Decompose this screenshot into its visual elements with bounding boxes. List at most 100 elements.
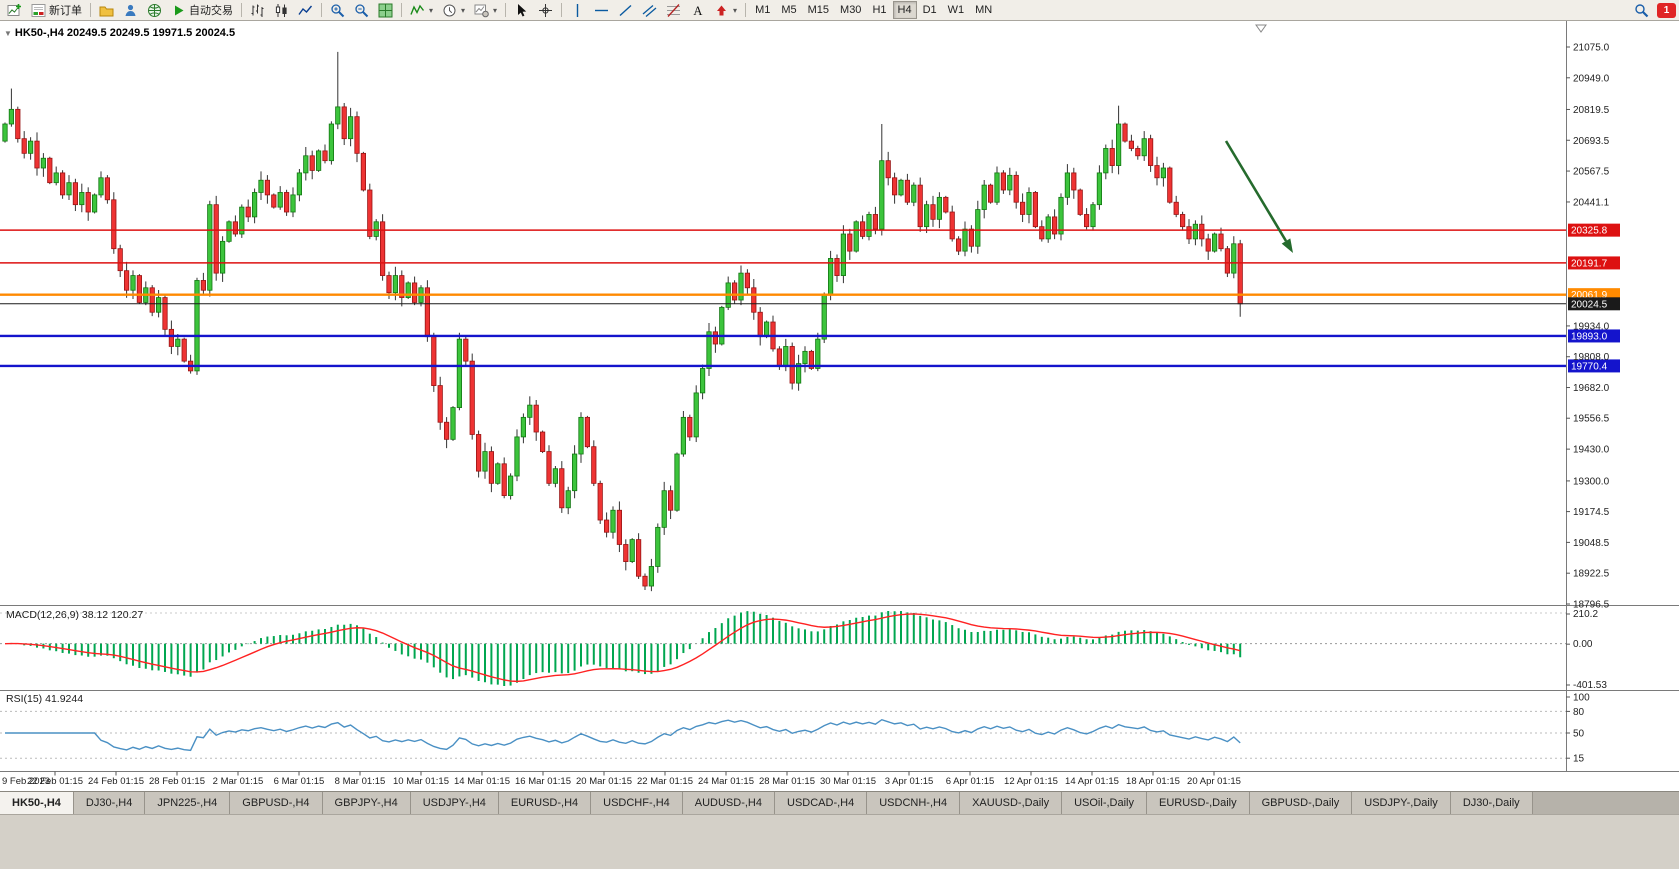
candle-body: [219, 240, 226, 274]
chart-tab-hk50h4[interactable]: HK50-,H4: [0, 792, 74, 814]
search-button[interactable]: [1630, 1, 1653, 19]
chart-tab-audusdh4[interactable]: AUDUSD-,H4: [682, 792, 775, 814]
candle-body: [732, 282, 738, 301]
trendline-button[interactable]: [614, 1, 637, 19]
text-tool-button[interactable]: A: [686, 1, 709, 19]
timeframe-m5-button[interactable]: M5: [776, 1, 801, 19]
chart-tab-eurusdh4[interactable]: EURUSD-,H4: [498, 792, 592, 814]
chart-tab-usdcadh4[interactable]: USDCAD-,H4: [775, 792, 868, 814]
candle-body: [232, 221, 238, 235]
candle-body: [1064, 172, 1070, 198]
timeframe-m30-button[interactable]: M30: [835, 1, 866, 19]
price-line-label: 20024.5: [1571, 299, 1608, 310]
zoom-in-button[interactable]: [326, 1, 349, 19]
candle-body: [706, 331, 712, 369]
candle-body: [213, 204, 219, 274]
line-chart-button[interactable]: [294, 1, 317, 19]
horizontal-line-button[interactable]: [590, 1, 613, 19]
zoom-out-button[interactable]: [350, 1, 373, 19]
toolbar-separator: [241, 3, 242, 17]
macd-axis-label: -401.53: [1573, 680, 1607, 691]
candle-body: [162, 297, 168, 330]
timeframe-d1-button[interactable]: D1: [918, 1, 942, 19]
candle-body: [66, 182, 72, 196]
candle-body: [40, 157, 47, 169]
candle-body: [104, 177, 110, 201]
candle-body: [949, 211, 955, 240]
bottom-filler: [0, 814, 1679, 869]
new-order-button[interactable]: 新订单: [27, 1, 86, 19]
timeframe-mn-button[interactable]: MN: [970, 1, 997, 19]
candle-body: [527, 404, 533, 418]
candle-body: [1167, 167, 1173, 203]
chart-tab-jpn225h4[interactable]: JPN225-,H4: [145, 792, 231, 814]
main-toolbar: 新订单 自动交易: [0, 0, 1679, 21]
candle-body: [85, 192, 91, 213]
chart-tab-usoildaily[interactable]: USOil-,Daily: [1062, 792, 1147, 814]
candle-body: [885, 160, 891, 179]
chart-tab-usdjpydaily[interactable]: USDJPY-,Daily: [1352, 792, 1451, 814]
autotrading-button[interactable]: 自动交易: [167, 1, 237, 19]
market-watch-icon: [123, 3, 138, 18]
notification-badge[interactable]: 1: [1657, 2, 1676, 18]
chart-tab-gbpusdh4[interactable]: GBPUSD-,H4: [230, 792, 323, 814]
chart-tab-eurusddaily[interactable]: EURUSD-,Daily: [1147, 792, 1250, 814]
bars-icon: [250, 3, 265, 18]
bars-chart-button[interactable]: [246, 1, 269, 19]
candle-body: [994, 172, 1000, 203]
toolbar-separator: [90, 3, 91, 17]
price-axis-label: 20693.5: [1573, 136, 1610, 147]
market-watch-button[interactable]: [119, 1, 142, 19]
price-line-label: 20191.7: [1571, 258, 1608, 269]
candle-body: [1071, 172, 1077, 191]
candle-body: [1205, 238, 1211, 252]
chart-tab-dj30h4[interactable]: DJ30-,H4: [73, 792, 146, 814]
candle-body: [111, 199, 117, 250]
chart-tab-dj30daily[interactable]: DJ30-,Daily: [1450, 792, 1533, 814]
chart-tab-usdjpyh4[interactable]: USDJPY-,H4: [410, 792, 499, 814]
candle-body: [674, 453, 680, 511]
cursor-button[interactable]: [510, 1, 533, 19]
vertical-line-button[interactable]: [566, 1, 589, 19]
chart-tab-usdcnhh4[interactable]: USDCNH-,H4: [867, 792, 961, 814]
macd-axis-label: 210.2: [1573, 609, 1598, 620]
templates-button[interactable]: ▾: [470, 1, 501, 19]
candle-body: [347, 116, 354, 140]
fibonacci-button[interactable]: [662, 1, 685, 19]
candle-body: [92, 194, 98, 213]
timeframe-w1-button[interactable]: W1: [943, 1, 970, 19]
timeframe-h4-button[interactable]: H4: [892, 1, 917, 19]
candle-body: [1224, 248, 1230, 274]
crosshair-button[interactable]: [534, 1, 557, 19]
timeframe-m1-button[interactable]: M1: [750, 1, 775, 19]
tile-windows-button[interactable]: [374, 1, 397, 19]
terminal-button[interactable]: [143, 1, 166, 19]
candle-body: [15, 108, 21, 140]
periods-button[interactable]: ▾: [438, 1, 469, 19]
chart-tab-xauusddaily[interactable]: XAUUSD-,Daily: [960, 792, 1063, 814]
candle-body: [239, 206, 245, 235]
profiles-button[interactable]: [95, 1, 118, 19]
candle-body: [392, 275, 399, 294]
indicators-button[interactable]: ▾: [406, 1, 437, 19]
candle-body: [264, 179, 271, 196]
timeframe-h1-button[interactable]: H1: [867, 1, 891, 19]
candle-body: [1199, 223, 1205, 240]
candles-chart-button[interactable]: [270, 1, 293, 19]
chart-tab-gbpjpyh4[interactable]: GBPJPY-,H4: [322, 792, 411, 814]
chart-tab-usdchfh4[interactable]: USDCHF-,H4: [591, 792, 683, 814]
drawn-arrow-annotation: [1224, 140, 1288, 242]
chart-tab-gbpusddaily[interactable]: GBPUSD-,Daily: [1249, 792, 1353, 814]
new-chart-button[interactable]: [3, 1, 26, 19]
channel-button[interactable]: [638, 1, 661, 19]
chevron-down-icon: ▾: [429, 5, 434, 15]
arrow-tool-button[interactable]: ▾: [710, 1, 741, 19]
candle-body: [1045, 216, 1051, 240]
candle-body: [904, 179, 911, 203]
rsi-axis-label: 80: [1573, 707, 1585, 718]
one-click-trading-toggle[interactable]: ▼: [4, 29, 12, 38]
timeframe-m15-button[interactable]: M15: [803, 1, 834, 19]
candle-body: [783, 346, 789, 367]
price-axis-label: 19174.5: [1573, 507, 1610, 518]
